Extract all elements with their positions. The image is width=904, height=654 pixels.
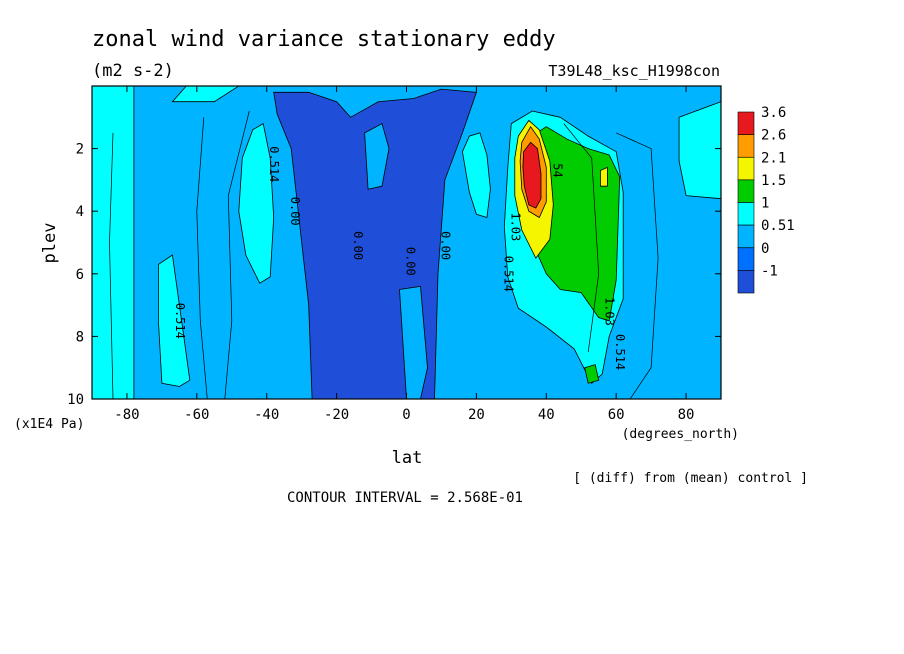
x-axis-unit: (degrees_north) xyxy=(622,427,739,442)
plot-area xyxy=(92,86,721,399)
contour-label: 1.03 xyxy=(603,297,617,326)
contour-line xyxy=(616,132,659,399)
contour-label: 0.514 xyxy=(173,303,187,339)
contour-lines xyxy=(109,110,659,399)
contour-label: 0.00 xyxy=(351,231,365,260)
contour-line xyxy=(563,123,600,353)
contour-line xyxy=(196,117,208,399)
y-axis-unit: (x1E4 Pa) xyxy=(14,417,84,432)
colorbar-label: 2.6 xyxy=(761,128,786,144)
contour-label: 54 xyxy=(550,163,564,177)
colorbar-swatch xyxy=(737,270,755,294)
colorbar-label: 3.6 xyxy=(761,105,786,121)
x-tick-label: 40 xyxy=(538,407,555,423)
contour-fills xyxy=(92,86,721,399)
colorbar-swatch xyxy=(737,134,755,158)
x-tick-label: 0 xyxy=(402,407,410,423)
contour-line xyxy=(224,110,250,399)
contour-region-low xyxy=(678,101,721,200)
x-tick-label: 80 xyxy=(678,407,695,423)
x-tick-label: 60 xyxy=(608,407,625,423)
contour-labels: 0.514 0.00 0.00 0.00 0.00 0.514 1.03 0.514 54 1.0… xyxy=(173,146,627,370)
y-tick-label: 10 xyxy=(67,392,84,408)
colorbar: 3.6 2.6 2.1 1.5 1 0.51 0 -1 xyxy=(737,105,795,294)
contour-region-low xyxy=(158,254,191,387)
contour-region-low xyxy=(92,86,135,399)
colorbar-label: 2.1 xyxy=(761,150,786,166)
units-label: (m2 s-2) xyxy=(92,61,174,81)
x-tick-label: -60 xyxy=(184,407,209,423)
x-tick-label: -20 xyxy=(324,407,349,423)
contour-label: 0.514 xyxy=(613,334,627,370)
contour-region-low xyxy=(238,122,275,284)
x-axis: -80 -60 -40 -20 0 20 40 60 80 xyxy=(114,86,694,423)
contour-interval-text: CONTOUR INTERVAL = 2.568E-01 xyxy=(287,490,523,506)
contour-region-high xyxy=(600,166,608,187)
contour-region-max xyxy=(522,141,542,209)
chart-title: zonal wind variance stationary eddy xyxy=(92,27,556,52)
colorbar-swatch xyxy=(737,111,755,135)
contour-region-zero xyxy=(399,285,428,399)
contour-label: 0.514 xyxy=(267,146,281,182)
x-tick-label: 20 xyxy=(468,407,485,423)
colorbar-label: 1 xyxy=(761,196,769,212)
difference-note: [ (diff) from (mean) control ] xyxy=(573,471,808,486)
x-axis-label: lat xyxy=(392,448,423,468)
colorbar-label: 1.5 xyxy=(761,173,786,189)
y-tick-label: 2 xyxy=(76,142,84,158)
colorbar-label: 0 xyxy=(761,241,769,257)
colorbar-swatch xyxy=(737,247,755,271)
contour-region-low xyxy=(171,86,240,103)
contour-region-zero xyxy=(364,123,390,190)
colorbar-swatch xyxy=(737,202,755,226)
x-tick-label: -40 xyxy=(254,407,279,423)
y-axis-label: plev xyxy=(40,223,60,264)
y-tick-label: 4 xyxy=(76,204,84,220)
contour-region-mid xyxy=(584,364,600,384)
run-label: T39L48_ksc_H1998con xyxy=(548,62,720,80)
contour-line xyxy=(109,132,114,399)
y-axis: 2 4 6 8 10 xyxy=(67,142,721,408)
colorbar-swatch xyxy=(737,179,755,203)
x-tick-label: -80 xyxy=(114,407,139,423)
contour-label: 0.00 xyxy=(404,247,418,276)
contour-region-negative xyxy=(273,88,477,399)
contour-label: 0.00 xyxy=(438,231,452,260)
y-tick-label: 6 xyxy=(76,267,84,283)
y-tick-label: 8 xyxy=(76,329,84,345)
colorbar-swatch xyxy=(737,157,755,181)
colorbar-label: -1 xyxy=(761,263,778,279)
colorbar-swatch xyxy=(737,224,755,249)
contour-label: 1.03 xyxy=(508,212,522,241)
colorbar-label: 0.51 xyxy=(761,218,795,234)
contour-label: 0.514 xyxy=(501,256,515,292)
contour-label: 0.00 xyxy=(288,197,302,226)
contour-region-low xyxy=(461,132,491,219)
